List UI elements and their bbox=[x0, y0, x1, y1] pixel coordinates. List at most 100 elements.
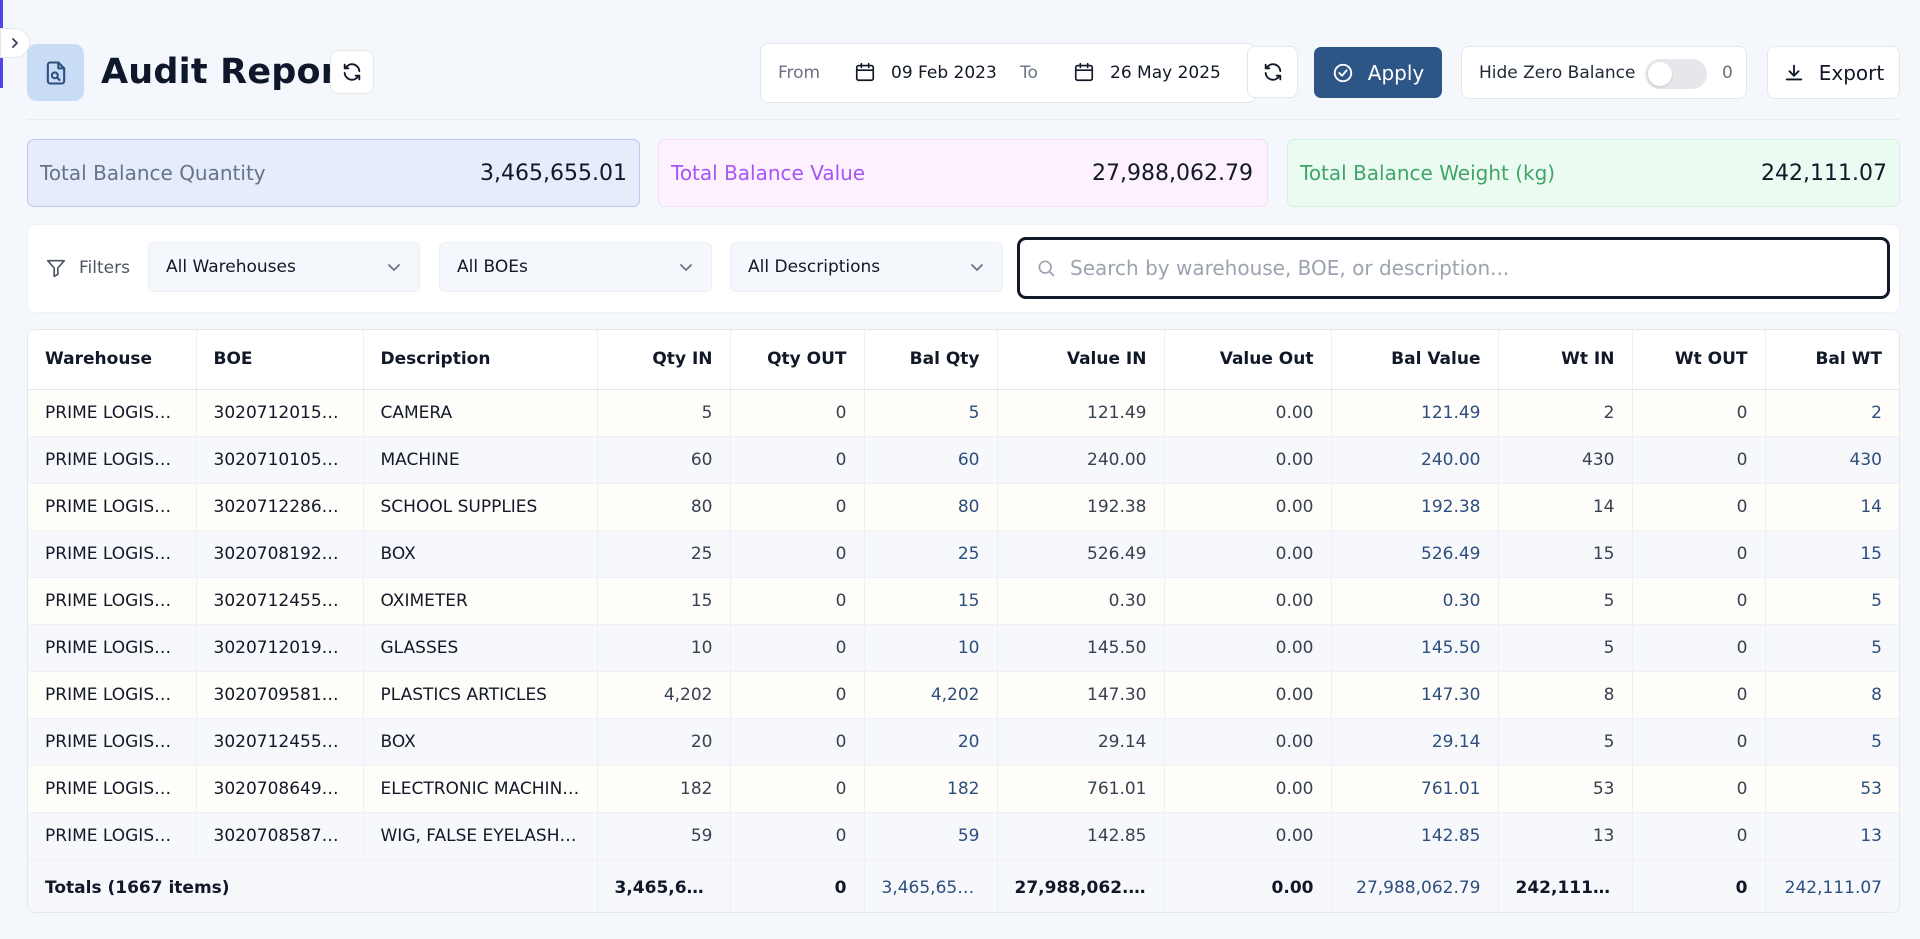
table-row[interactable]: PRIME LOGISTI... 3020712019821 GLASSES 10 0 1… bbox=[28, 624, 1899, 672]
bal-qty-cell: 59 bbox=[864, 812, 998, 860]
column-header[interactable]: Value Out bbox=[1164, 330, 1332, 390]
totals-wt-in: 242,111.07 bbox=[1498, 858, 1633, 912]
table-row[interactable]: PRIME LOGISTI... 3020712015521 CAMERA 5 0 5 12… bbox=[28, 389, 1899, 437]
warehouse-cell: PRIME LOGISTI... bbox=[28, 765, 197, 813]
table-row[interactable]: PRIME LOGISTI... 3020710105721 MACHINE 60 0 6… bbox=[28, 436, 1899, 484]
table-row[interactable]: PRIME LOGISTI... 3020708649221 ELECTRONIC … bbox=[28, 765, 1899, 813]
column-header[interactable]: Bal Qty bbox=[864, 330, 998, 390]
column-header[interactable]: Warehouse bbox=[28, 330, 197, 390]
qty-out-cell: 0 bbox=[730, 624, 865, 672]
search-box bbox=[1017, 237, 1890, 299]
boe-cell: 3020712019821 bbox=[196, 624, 364, 672]
boe-cell: 3020712286721 bbox=[196, 483, 364, 531]
page-header: Audit Report From 09 Feb 2023 To 26 May … bbox=[27, 43, 1900, 103]
to-label: To bbox=[1020, 63, 1038, 83]
value-in-cell: 29.14 bbox=[997, 718, 1165, 766]
description-cell: SCHOOL SUPPLIES bbox=[363, 483, 598, 531]
value-in-cell: 0.30 bbox=[997, 577, 1165, 625]
column-header[interactable]: Wt IN bbox=[1498, 330, 1633, 390]
bal-wt-cell: 430 bbox=[1765, 436, 1899, 484]
title-refresh-button[interactable] bbox=[330, 50, 374, 94]
totals-qty-out: 0 bbox=[730, 858, 865, 912]
column-header[interactable]: Bal Value bbox=[1331, 330, 1499, 390]
total-balance-quantity-card: Total Balance Quantity 3,465,655.01 bbox=[27, 139, 640, 207]
column-header[interactable]: Description bbox=[363, 330, 598, 390]
warehouse-cell: PRIME LOGISTI... bbox=[28, 624, 197, 672]
wt-in-cell: 15 bbox=[1498, 530, 1633, 578]
column-header[interactable]: Value IN bbox=[997, 330, 1165, 390]
value-in-cell: 142.85 bbox=[997, 812, 1165, 860]
search-icon bbox=[1038, 260, 1055, 277]
chevron-right-icon bbox=[12, 38, 18, 48]
bal-value-cell: 0.30 bbox=[1331, 577, 1499, 625]
date-to-value[interactable]: 26 May 2025 bbox=[1110, 63, 1221, 83]
totals-label: Totals (1667 items) bbox=[28, 858, 598, 912]
column-header[interactable]: Qty OUT bbox=[730, 330, 865, 390]
column-header[interactable]: Wt OUT bbox=[1632, 330, 1766, 390]
qty-out-cell: 0 bbox=[730, 436, 865, 484]
summary-cards: Total Balance Quantity 3,465,655.01 Tota… bbox=[27, 139, 1900, 207]
table-row[interactable]: PRIME LOGISTI... 3020709581021 PLASTICS AR… bbox=[28, 671, 1899, 719]
calendar-icon[interactable] bbox=[854, 61, 876, 87]
export-button[interactable]: Export bbox=[1767, 46, 1900, 99]
hide-zero-balance-control: Hide Zero Balance 0 bbox=[1461, 46, 1747, 99]
value-out-cell: 0.00 bbox=[1164, 483, 1332, 531]
qty-in-cell: 10 bbox=[597, 624, 731, 672]
bal-value-cell: 29.14 bbox=[1331, 718, 1499, 766]
column-header[interactable]: Bal WT bbox=[1765, 330, 1899, 390]
calendar-icon[interactable] bbox=[1073, 61, 1095, 87]
hide-zero-toggle[interactable] bbox=[1645, 59, 1707, 89]
refresh-button[interactable] bbox=[1247, 46, 1298, 98]
warehouse-select-value: All Warehouses bbox=[166, 257, 296, 277]
value-out-cell: 0.00 bbox=[1164, 671, 1332, 719]
refresh-icon bbox=[343, 63, 361, 81]
boe-select[interactable]: All BOEs bbox=[439, 242, 712, 292]
column-header[interactable]: Qty IN bbox=[597, 330, 731, 390]
wt-in-cell: 53 bbox=[1498, 765, 1633, 813]
wt-in-cell: 5 bbox=[1498, 577, 1633, 625]
description-select[interactable]: All Descriptions bbox=[730, 242, 1003, 292]
total-balance-value-card: Total Balance Value 27,988,062.79 bbox=[658, 139, 1268, 207]
warehouse-cell: PRIME LOGISTI... bbox=[28, 436, 197, 484]
table-row[interactable]: PRIME LOGISTI... 3020708587221 WIG, FALSE … bbox=[28, 812, 1899, 860]
bal-wt-cell: 15 bbox=[1765, 530, 1899, 578]
totals-bal-qty: 3,465,655.01 bbox=[864, 858, 998, 912]
sidebar-toggle-button[interactable] bbox=[0, 28, 30, 58]
warehouse-select[interactable]: All Warehouses bbox=[148, 242, 420, 292]
wt-out-cell: 0 bbox=[1632, 436, 1766, 484]
description-cell: BOX bbox=[363, 718, 598, 766]
totals-bal-wt: 242,111.07 bbox=[1765, 858, 1899, 912]
filters-label-group: Filters bbox=[45, 257, 130, 279]
table-row[interactable]: PRIME LOGISTI... 3020712455421 OXIMETER 15 0… bbox=[28, 577, 1899, 625]
table-row[interactable]: PRIME LOGISTI... 3020712455421 BOX 20 0 20 29.… bbox=[28, 718, 1899, 766]
qty-in-cell: 25 bbox=[597, 530, 731, 578]
bal-wt-cell: 14 bbox=[1765, 483, 1899, 531]
apply-button[interactable]: Apply bbox=[1314, 47, 1442, 98]
wt-in-cell: 430 bbox=[1498, 436, 1633, 484]
warehouse-cell: PRIME LOGISTI... bbox=[28, 389, 197, 437]
value-out-cell: 0.00 bbox=[1164, 436, 1332, 484]
bal-value-cell: 145.50 bbox=[1331, 624, 1499, 672]
column-header[interactable]: BOE bbox=[196, 330, 364, 390]
date-from-value[interactable]: 09 Feb 2023 bbox=[891, 63, 997, 83]
search-input[interactable] bbox=[1070, 256, 1850, 280]
table-row[interactable]: PRIME LOGISTI... 3020712286721 SCHOOL SUPP… bbox=[28, 483, 1899, 531]
download-icon bbox=[1785, 64, 1803, 80]
totals-wt-out: 0 bbox=[1632, 858, 1766, 912]
value-out-cell: 0.00 bbox=[1164, 577, 1332, 625]
table-row[interactable]: PRIME LOGISTI... 3020708192721 BOX 25 0 25 526… bbox=[28, 530, 1899, 578]
description-cell: WIG, FALSE EYELASHES bbox=[363, 812, 598, 860]
warehouse-cell: PRIME LOGISTI... bbox=[28, 530, 197, 578]
value-in-cell: 526.49 bbox=[997, 530, 1165, 578]
bal-value-cell: 761.01 bbox=[1331, 765, 1499, 813]
qty-in-cell: 5 bbox=[597, 389, 731, 437]
wt-out-cell: 0 bbox=[1632, 624, 1766, 672]
bal-value-cell: 526.49 bbox=[1331, 530, 1499, 578]
audit-table: Warehouse BOE Description Qty IN Qty OUT… bbox=[28, 330, 1899, 912]
warehouse-cell: PRIME LOGISTI... bbox=[28, 577, 197, 625]
qty-out-cell: 0 bbox=[730, 389, 865, 437]
wt-out-cell: 0 bbox=[1632, 483, 1766, 531]
description-cell: PLASTICS ARTICLES bbox=[363, 671, 598, 719]
value-in-cell: 192.38 bbox=[997, 483, 1165, 531]
totals-bal-value: 27,988,062.79 bbox=[1331, 858, 1499, 912]
